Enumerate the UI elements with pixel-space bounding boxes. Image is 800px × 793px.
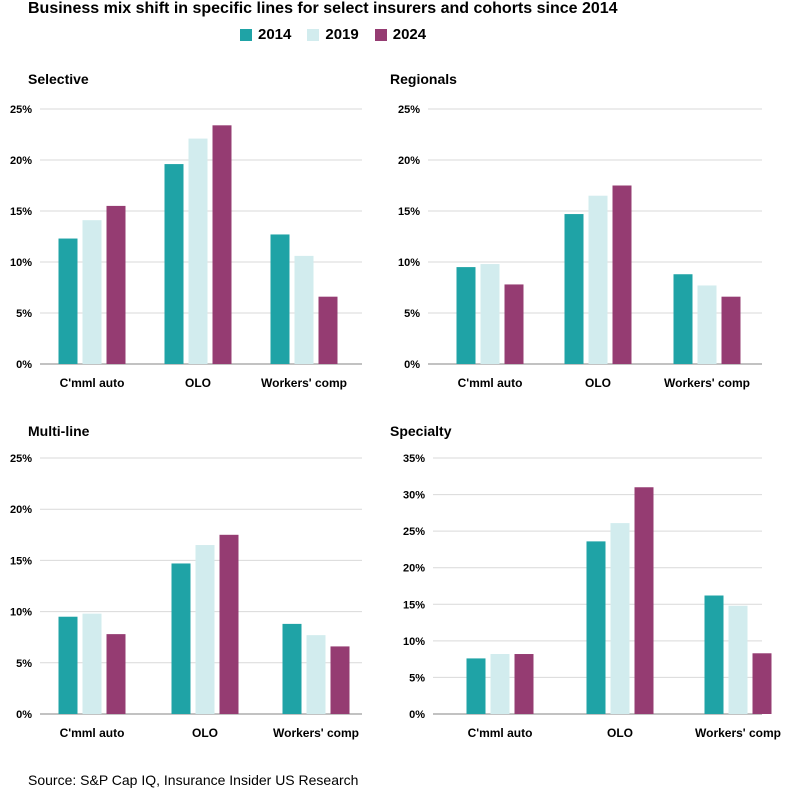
panel-title-regionals: Regionals (390, 71, 457, 87)
source-note: Source: S&P Cap IQ, Insurance Insider US… (28, 772, 359, 788)
bar-specialty-workers-comp-2019 (728, 605, 748, 714)
y-tick-label-multi-line-20: 20% (10, 504, 32, 516)
bar-selective-workers-comp-2019 (294, 255, 314, 364)
bar-multi-line-c-mml-auto-2024 (106, 634, 126, 714)
panel-title-selective: Selective (28, 71, 89, 87)
y-tick-label-specialty-10: 10% (403, 636, 425, 648)
y-tick-label-regionals-20: 20% (398, 155, 420, 167)
x-tick-label-selective-workers-comp: Workers' comp (261, 376, 347, 390)
legend-swatch-2014 (240, 28, 252, 41)
legend-label-2014: 2014 (258, 26, 292, 43)
x-tick-label-regionals-workers-comp: Workers' comp (664, 376, 750, 390)
y-tick-label-multi-line-5: 5% (16, 658, 32, 670)
y-tick-label-selective-15: 15% (10, 206, 32, 218)
y-tick-label-selective-25: 25% (10, 104, 32, 116)
y-tick-label-selective-0: 0% (16, 359, 32, 371)
y-tick-label-specialty-15: 15% (403, 599, 425, 611)
bar-multi-line-olo-2019 (195, 545, 215, 714)
bar-regionals-c-mml-auto-2014 (456, 267, 476, 364)
bar-multi-line-workers-comp-2014 (282, 623, 302, 714)
bar-specialty-c-mml-auto-2014 (466, 658, 486, 714)
bar-regionals-workers-comp-2024 (721, 296, 741, 364)
bar-specialty-c-mml-auto-2024 (514, 654, 534, 714)
bar-selective-olo-2014 (164, 164, 184, 364)
bar-specialty-c-mml-auto-2019 (490, 654, 510, 714)
legend-item-2014: 2014 (240, 26, 291, 43)
legend-item-2024: 2024 (374, 26, 427, 43)
bar-regionals-c-mml-auto-2024 (504, 284, 524, 364)
bar-selective-olo-2024 (212, 125, 232, 364)
bar-multi-line-olo-2014 (171, 563, 191, 714)
bar-selective-workers-comp-2024 (318, 296, 338, 364)
bar-regionals-c-mml-auto-2019 (480, 264, 500, 364)
legend-label-2024: 2024 (392, 26, 427, 43)
x-tick-label-multi-line-olo: OLO (192, 726, 218, 740)
bar-selective-c-mml-auto-2014 (58, 238, 78, 364)
x-tick-label-regionals-olo: OLO (585, 376, 611, 390)
legend-item-2019: 2019 (307, 26, 359, 43)
y-tick-label-selective-10: 10% (10, 257, 32, 269)
bar-regionals-workers-comp-2014 (673, 274, 693, 364)
x-tick-label-selective-olo: OLO (185, 376, 211, 390)
x-tick-label-selective-c-mml-auto: C'mml auto (60, 376, 125, 390)
y-tick-label-multi-line-10: 10% (10, 607, 32, 619)
x-tick-label-regionals-c-mml-auto: C'mml auto (458, 376, 523, 390)
bar-regionals-olo-2024 (612, 185, 632, 364)
y-tick-label-specialty-30: 30% (403, 490, 425, 502)
x-tick-label-multi-line-workers-comp: Workers' comp (273, 726, 359, 740)
y-tick-label-multi-line-0: 0% (16, 709, 32, 721)
y-tick-label-specialty-20: 20% (403, 563, 425, 575)
y-tick-label-regionals-15: 15% (398, 206, 420, 218)
y-tick-label-specialty-35: 35% (403, 453, 425, 465)
bar-multi-line-workers-comp-2019 (306, 635, 326, 714)
x-tick-label-multi-line-c-mml-auto: C'mml auto (60, 726, 125, 740)
y-tick-label-regionals-5: 5% (404, 308, 420, 320)
panel-title-multi-line: Multi-line (28, 423, 90, 439)
bar-multi-line-olo-2024 (219, 534, 239, 714)
y-tick-label-regionals-0: 0% (404, 359, 420, 371)
bar-specialty-olo-2019 (610, 523, 630, 714)
bar-multi-line-c-mml-auto-2014 (58, 616, 78, 714)
y-tick-label-specialty-0: 0% (409, 709, 425, 721)
bar-specialty-workers-comp-2014 (704, 595, 724, 714)
legend-swatch-2024 (374, 28, 387, 41)
x-tick-label-specialty-workers-comp: Workers' comp (695, 726, 781, 740)
bar-regionals-olo-2014 (564, 214, 584, 364)
bar-selective-workers-comp-2014 (270, 234, 290, 364)
y-tick-label-specialty-25: 25% (403, 526, 425, 538)
legend-swatch-2019 (307, 28, 320, 41)
bar-multi-line-workers-comp-2024 (330, 646, 350, 714)
y-tick-label-specialty-5: 5% (409, 672, 425, 684)
y-tick-label-regionals-10: 10% (398, 257, 420, 269)
legend-label-2019: 2019 (325, 26, 359, 43)
bar-selective-c-mml-auto-2024 (106, 205, 126, 364)
bar-selective-olo-2019 (188, 138, 208, 364)
x-tick-label-specialty-c-mml-auto: C'mml auto (468, 726, 533, 740)
x-tick-label-specialty-olo: OLO (607, 726, 633, 740)
chart-title: Business mix shift in specific lines for… (28, 0, 618, 17)
y-tick-label-selective-5: 5% (16, 308, 32, 320)
bar-regionals-workers-comp-2019 (697, 285, 717, 364)
bar-specialty-olo-2014 (586, 541, 606, 714)
bar-regionals-olo-2019 (588, 195, 608, 364)
panel-title-specialty: Specialty (390, 423, 452, 439)
bar-specialty-olo-2024 (634, 487, 654, 714)
y-tick-label-multi-line-15: 15% (10, 555, 32, 567)
y-tick-label-regionals-25: 25% (398, 104, 420, 116)
legend: 2014 2019 2024 (240, 26, 426, 43)
bar-selective-c-mml-auto-2019 (82, 220, 102, 364)
y-tick-label-selective-20: 20% (10, 155, 32, 167)
bar-specialty-workers-comp-2024 (752, 653, 772, 714)
bar-multi-line-c-mml-auto-2019 (82, 613, 102, 714)
y-tick-label-multi-line-25: 25% (10, 453, 32, 465)
